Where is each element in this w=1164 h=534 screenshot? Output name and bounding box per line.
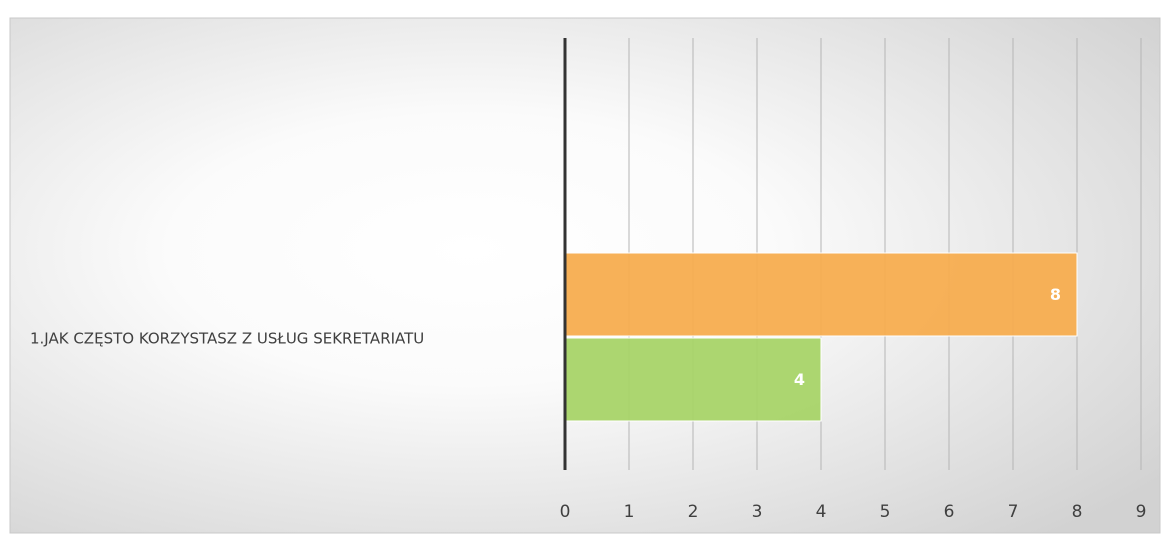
- x-tick-label: 6: [944, 502, 955, 522]
- x-tick-label: 3: [752, 502, 763, 522]
- data-label: 4: [794, 370, 805, 389]
- data-label: 8: [1050, 285, 1061, 304]
- category-label: 1.JAK CZĘSTO KORZYSTASZ Z USŁUG SEKRETAR…: [30, 330, 424, 348]
- x-tick-label: 5: [880, 502, 891, 522]
- x-tick-label: 0: [560, 502, 571, 522]
- bar: [564, 252, 1078, 337]
- x-tick-label: 4: [816, 502, 827, 522]
- bar: [564, 337, 822, 422]
- x-tick-label: 9: [1136, 502, 1147, 522]
- x-tick-label: 2: [688, 502, 699, 522]
- x-tick-label: 7: [1008, 502, 1019, 522]
- x-tick-label: 8: [1072, 502, 1083, 522]
- x-tick-label: 1: [624, 502, 635, 522]
